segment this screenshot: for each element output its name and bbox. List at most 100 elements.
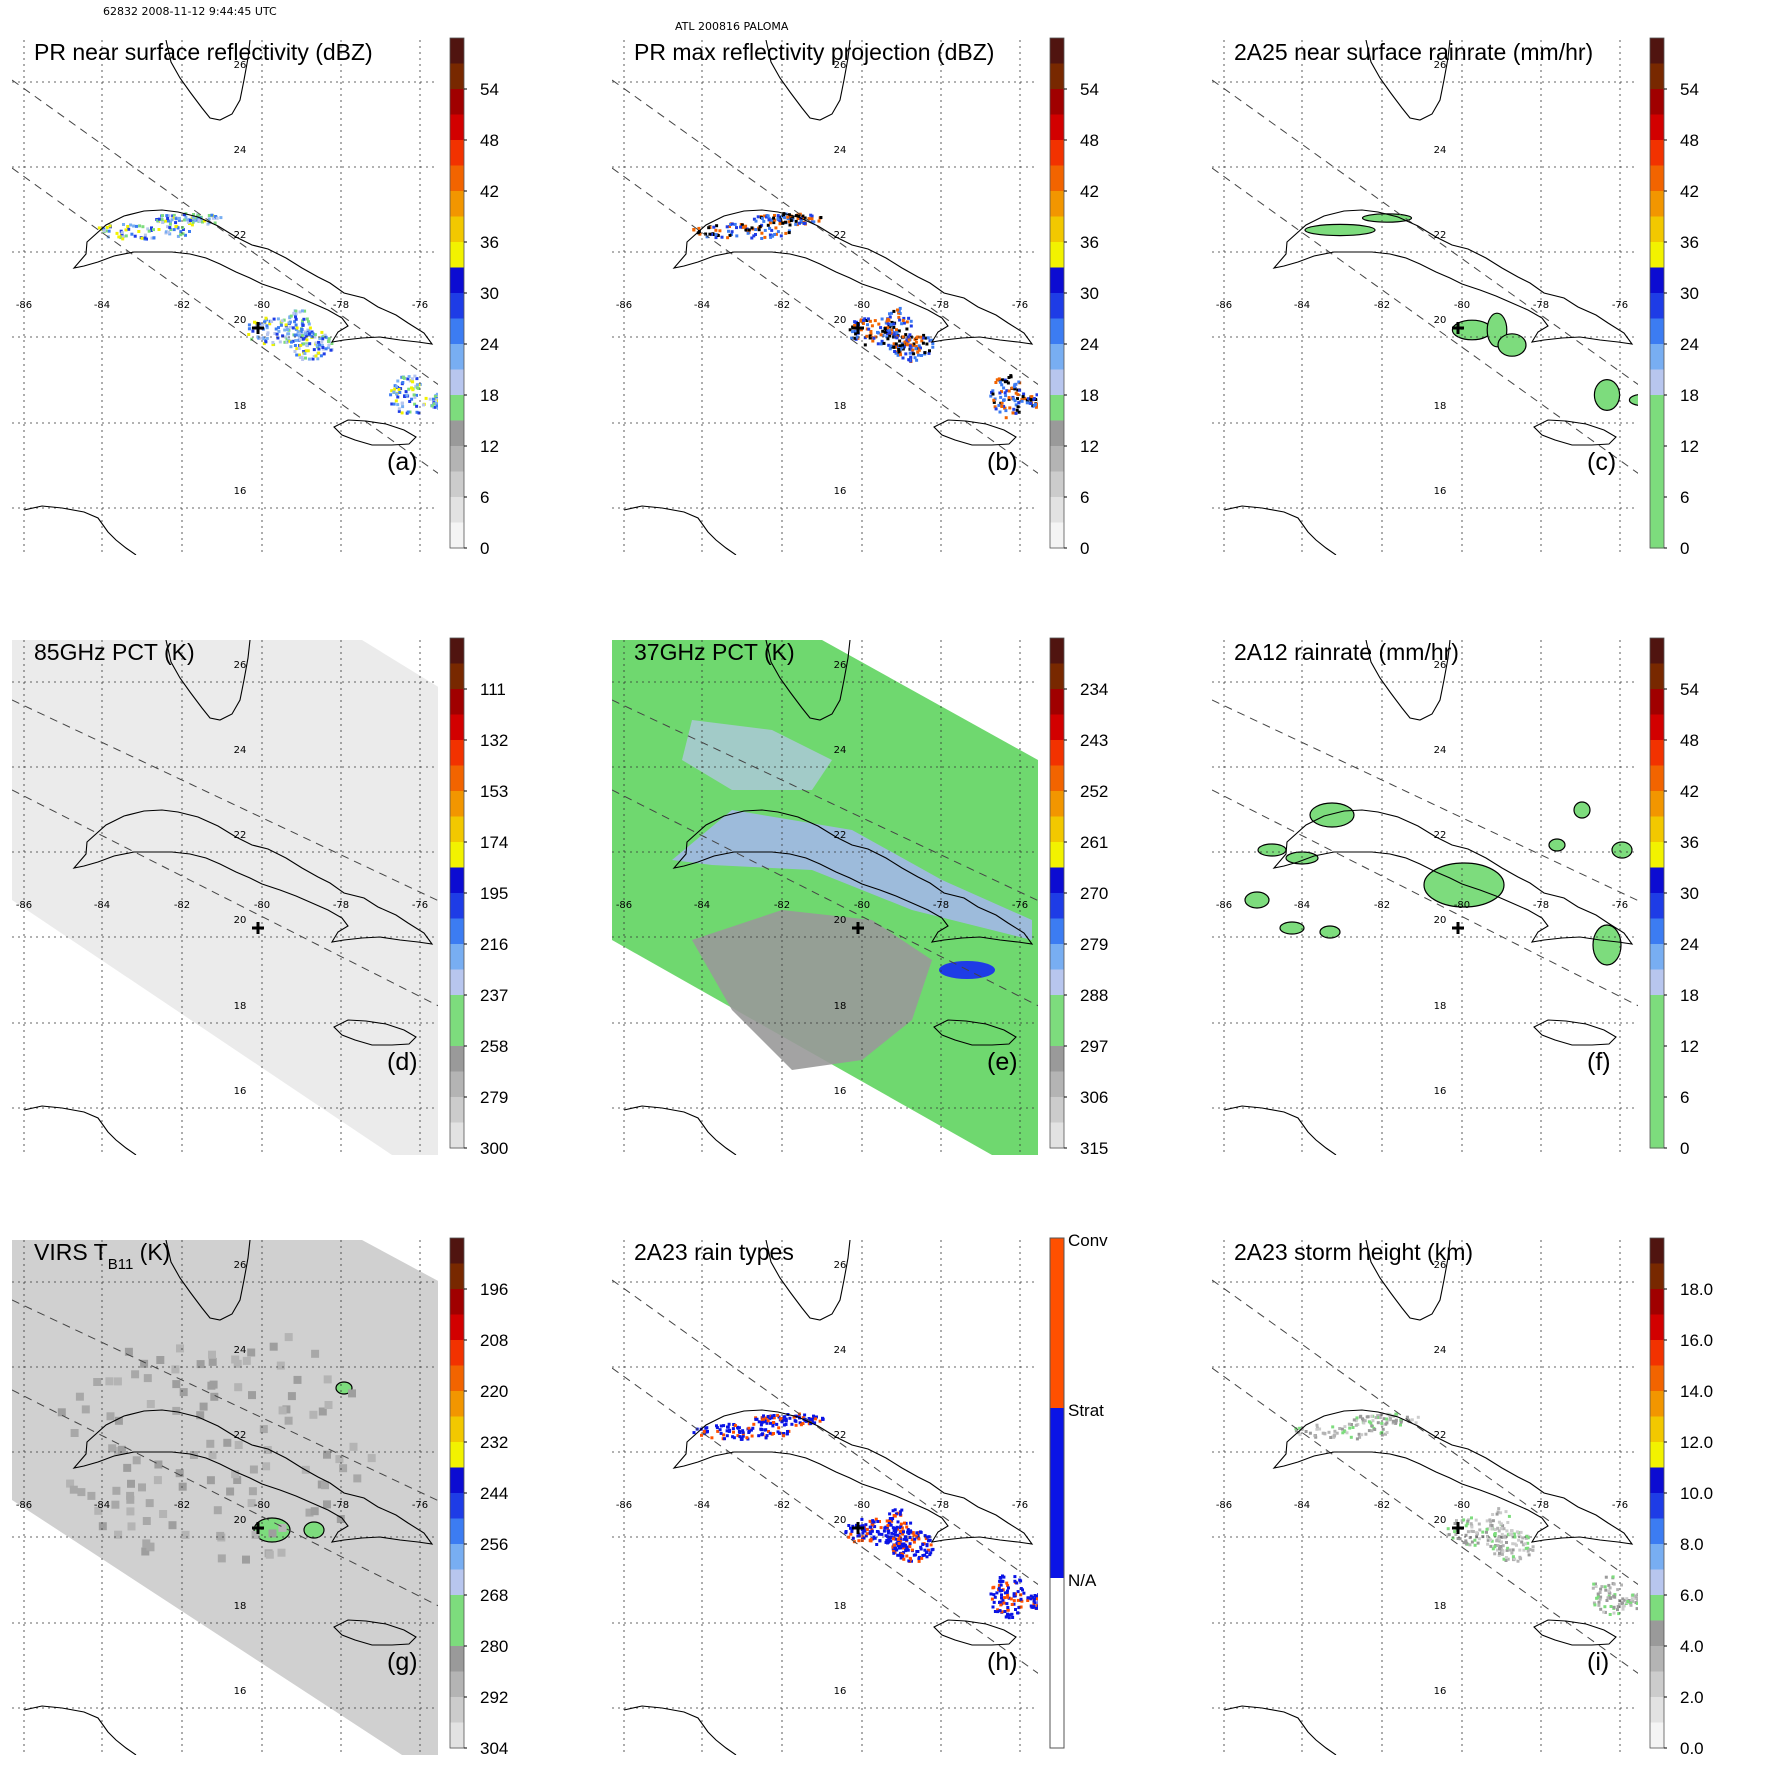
rain-pixel xyxy=(323,1500,331,1509)
colorbar-label: 6.0 xyxy=(1680,1586,1704,1605)
rain-pixel xyxy=(1605,1599,1609,1602)
rain-pixel xyxy=(1002,404,1006,408)
rain-pixel xyxy=(401,405,405,409)
lon-tick-label: -82 xyxy=(1374,300,1390,311)
rain-pixel xyxy=(1037,1595,1038,1599)
rain-pixel xyxy=(1045,1597,1048,1600)
rain-pixel xyxy=(1073,1602,1076,1605)
rain-pixel xyxy=(168,232,172,236)
rain-pixel xyxy=(1634,1594,1638,1598)
rain-pixel xyxy=(320,344,324,348)
rain-pixel xyxy=(881,334,885,337)
rain-pixel xyxy=(466,410,469,413)
rain-pixel xyxy=(234,1441,243,1449)
rain-pixel xyxy=(1084,410,1087,413)
rain-pixel xyxy=(441,408,444,411)
rain-pixel xyxy=(301,309,304,313)
colorbar-label: 12.0 xyxy=(1680,1433,1713,1452)
rain-pixel xyxy=(297,346,301,350)
rain-pixel xyxy=(888,315,892,319)
colorbar-segment xyxy=(1650,1722,1664,1749)
rain-pixel xyxy=(1493,1532,1497,1535)
rain-pixel xyxy=(746,231,750,235)
rain-pixel xyxy=(443,403,446,406)
rain-pixel xyxy=(1511,1548,1515,1552)
rain-pixel xyxy=(132,1456,141,1465)
rain-pixel xyxy=(931,345,935,349)
lat-tick-label: 26 xyxy=(834,1260,847,1271)
rain-pixel xyxy=(1071,1608,1074,1611)
rain-pixel xyxy=(437,399,438,403)
rain-pixel xyxy=(1592,1601,1596,1605)
rain-pixel xyxy=(762,1414,765,1418)
lat-tick-label: 26 xyxy=(1434,660,1447,671)
rain-pixel xyxy=(289,345,293,349)
rain-pixel xyxy=(1385,1417,1388,1421)
lat-tick-label: 16 xyxy=(1434,1686,1447,1697)
colorbar-label: 6 xyxy=(1680,488,1689,507)
rain-pixel xyxy=(481,405,484,408)
rain-pixel xyxy=(1453,1522,1457,1525)
rain-pixel xyxy=(788,1416,792,1420)
rain-pixel xyxy=(184,215,188,219)
rain-pixel xyxy=(475,415,478,418)
lat-tick-label: 24 xyxy=(1434,745,1447,756)
rain-pixel xyxy=(905,1538,909,1542)
rain-pixel xyxy=(472,413,475,416)
rain-pixel xyxy=(1518,1548,1522,1552)
rain-pixel xyxy=(102,227,106,231)
colorbar-segment xyxy=(1050,420,1064,447)
rain-pixel xyxy=(1645,1597,1648,1600)
rain-pixel xyxy=(700,1433,703,1437)
rain-pixel xyxy=(1016,1590,1020,1594)
rain-pixel xyxy=(181,1530,190,1539)
rain-pixel xyxy=(765,215,768,219)
lat-tick-label: 22 xyxy=(1434,830,1447,841)
rain-pixel xyxy=(293,320,297,324)
lon-tick-label: -76 xyxy=(412,900,428,911)
colorbar-label: 256 xyxy=(480,1535,508,1554)
rain-pixel xyxy=(738,1431,742,1434)
rain-pixel xyxy=(865,1528,869,1532)
rain-pixel xyxy=(1500,1535,1504,1539)
rain-pixel xyxy=(435,404,438,408)
rain-pixel xyxy=(1073,415,1076,418)
rain-pixel xyxy=(1499,1526,1503,1530)
rain-pixel xyxy=(1680,1609,1683,1612)
colorbar-segment xyxy=(1650,689,1664,716)
rain-pixel xyxy=(908,1536,912,1539)
rain-contour xyxy=(1319,925,1341,939)
colorbar-segment xyxy=(450,791,464,818)
rain-pixel xyxy=(174,225,178,228)
rain-pixel xyxy=(887,1529,891,1533)
rain-pixel xyxy=(928,349,931,353)
rain-pixel xyxy=(179,233,183,237)
rain-pixel xyxy=(1388,1418,1392,1422)
rain-pixel xyxy=(1678,1607,1681,1610)
swath-edge-line xyxy=(12,167,438,474)
rain-pixel xyxy=(723,1437,726,1441)
rain-pixel xyxy=(1003,406,1007,410)
rain-pixel xyxy=(403,395,407,398)
rain-pixel xyxy=(1042,1599,1045,1602)
rain-pixel xyxy=(784,231,788,235)
colorbar-segment xyxy=(450,1620,464,1647)
rain-pixel xyxy=(261,322,265,326)
rain-pixel xyxy=(1672,1612,1675,1615)
rain-pixel xyxy=(415,377,419,381)
rain-pixel xyxy=(1470,1516,1473,1520)
rain-pixel xyxy=(1044,396,1047,399)
rain-pixel xyxy=(720,235,724,239)
lat-tick-label: 16 xyxy=(234,1086,247,1097)
rain-pixel xyxy=(157,228,161,231)
rain-pixel xyxy=(752,1422,756,1426)
rain-pixel xyxy=(264,338,268,342)
rain-pixel xyxy=(898,1539,902,1543)
lat-tick-label: 16 xyxy=(234,486,247,497)
rain-pixel xyxy=(471,404,474,407)
panel-title: PR near surface reflectivity (dBZ) xyxy=(34,39,373,65)
rain-pixel xyxy=(297,336,301,339)
colorbar-segment xyxy=(1050,893,1064,920)
